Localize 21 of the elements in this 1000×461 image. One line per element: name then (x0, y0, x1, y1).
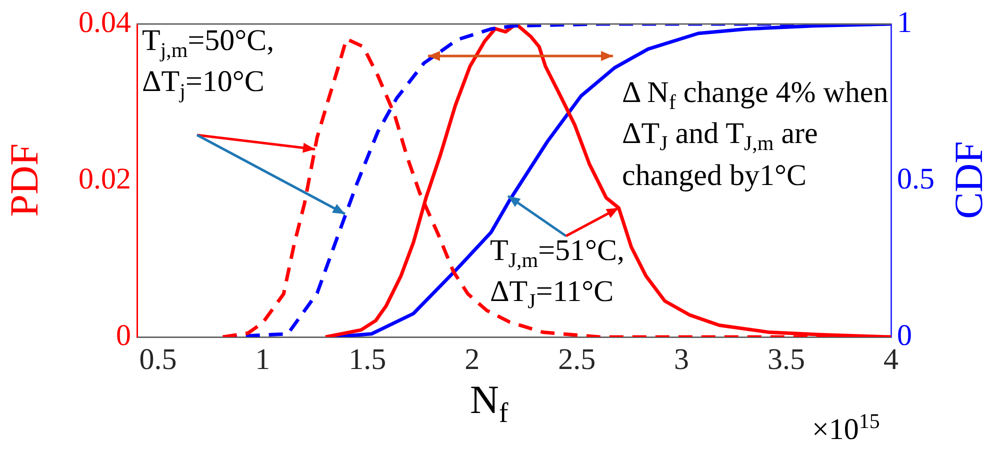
x-tick-label: 2 (464, 342, 480, 376)
x-tick-label: 0.5 (139, 342, 177, 376)
x-tick-label: 4 (884, 342, 898, 376)
y2-tick-label: 0 (897, 318, 912, 352)
x-tick-label: 3.5 (768, 342, 806, 376)
x-tick-label: 1 (255, 342, 270, 376)
y2-tick-label: 1 (897, 6, 912, 39)
y-tick-label: 0.02 (78, 162, 131, 196)
y-tick-label: 0 (116, 318, 131, 352)
y2-tick-label: 0.5 (897, 162, 934, 196)
y-tick-label: 0.04 (78, 6, 131, 39)
x-tick-label: 1.5 (348, 342, 386, 376)
x-tick-label: 2.5 (558, 342, 596, 376)
annotation: T$_{j,m}$=50°C, ΔT$_{j}$=10°C (142, 23, 276, 104)
text: ×10$^{15}$ (812, 408, 881, 448)
x-axis-title: N$_{f}$ (470, 376, 508, 431)
text: Δ N$_{f}$ change 4% when ΔT$_{J}$ and T$_{J,m}$ are changed by1°C (622, 76, 888, 192)
annotation: T$_{J,m}$=51°C, ΔT$_{J}$=11°C (490, 233, 626, 314)
y-axis-title: PDF (0, 143, 48, 217)
x-tick-label: 3 (674, 342, 690, 376)
y2-axis-title: CDF (944, 141, 992, 219)
